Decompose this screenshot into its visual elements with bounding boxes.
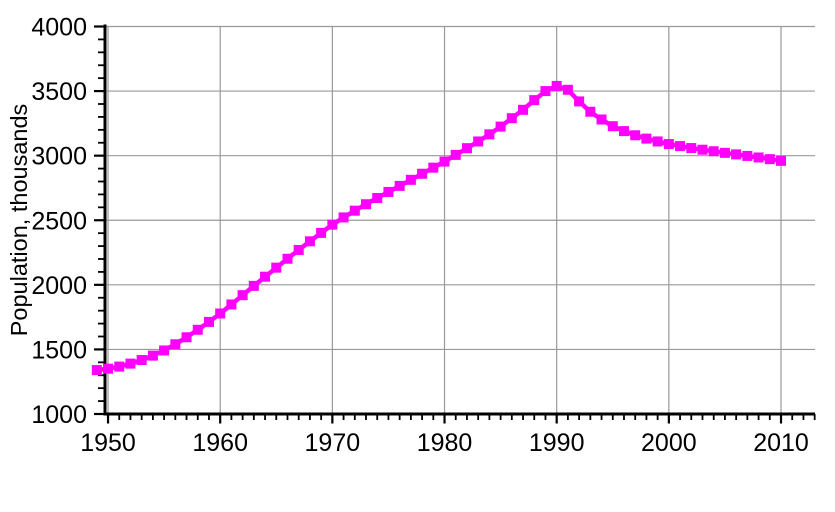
data-point-marker (215, 308, 226, 319)
y-tick-label: 1500 (31, 336, 87, 364)
x-tick-label: 2000 (641, 429, 697, 457)
y-tick-label: 4000 (31, 14, 87, 42)
data-point-marker (226, 299, 237, 310)
axis-tick-labels: 1000 1500 2000 2500 3000 3500 4000 1950 1960 1970… (31, 14, 808, 458)
data-point-marker (282, 253, 293, 264)
x-tick-label: 2010 (753, 429, 809, 457)
data-point-marker (742, 150, 753, 161)
data-point-marker (495, 121, 506, 132)
data-point-marker (327, 219, 338, 230)
data-point-marker (293, 244, 304, 255)
data-point-marker (260, 271, 271, 282)
data-point-marker (461, 143, 472, 154)
data-point-marker (304, 236, 315, 247)
data-point-marker (540, 86, 551, 97)
data-point-marker (562, 84, 573, 95)
y-axis-title: Population, thousands (6, 104, 32, 337)
data-point-marker (473, 136, 484, 147)
data-point-marker (349, 205, 360, 216)
data-point-marker (394, 180, 405, 191)
data-point-marker (686, 143, 697, 154)
gridlines (105, 25, 815, 415)
data-point-marker (372, 193, 383, 204)
data-point-marker (708, 146, 719, 157)
data-point-marker (663, 139, 674, 150)
data-point-marker (529, 95, 540, 106)
data-point-marker (237, 290, 248, 301)
data-point-marker (147, 350, 158, 361)
data-point-marker (405, 174, 416, 185)
data-point-marker (484, 129, 495, 140)
data-series-markers (91, 80, 787, 376)
data-point-marker (361, 199, 372, 210)
data-point-marker (618, 126, 629, 137)
data-point-marker (641, 133, 652, 144)
data-point-marker (125, 358, 136, 369)
x-tick-label: 1970 (305, 429, 361, 457)
data-point-marker (316, 227, 327, 238)
data-point-marker (574, 96, 585, 107)
data-point-marker (675, 141, 686, 152)
data-point-marker (417, 168, 428, 179)
data-point-marker (518, 104, 529, 115)
data-point-marker (439, 156, 450, 167)
data-point-marker (719, 147, 730, 158)
y-tick-label: 2500 (31, 207, 87, 235)
data-point-marker (103, 363, 114, 374)
data-point-marker (776, 155, 787, 166)
data-point-marker (551, 80, 562, 91)
data-point-marker (181, 332, 192, 343)
data-point-marker (753, 152, 764, 163)
data-point-marker (596, 114, 607, 125)
data-point-marker (136, 355, 147, 366)
x-tick-label: 1960 (192, 429, 248, 457)
data-point-marker (630, 130, 641, 141)
data-point-marker (585, 106, 596, 117)
data-point-marker (192, 324, 203, 335)
axis-ticks (94, 25, 816, 424)
data-point-marker (91, 365, 102, 376)
data-point-marker (607, 121, 618, 132)
data-point-marker (506, 113, 517, 124)
data-point-marker (170, 339, 181, 350)
y-tick-label: 1000 (31, 401, 87, 429)
data-point-marker (764, 154, 775, 165)
y-tick-label: 3000 (31, 143, 87, 171)
y-tick-label: 3500 (31, 78, 87, 106)
data-point-marker (271, 262, 282, 273)
x-tick-label: 1950 (80, 429, 136, 457)
data-point-marker (338, 212, 349, 223)
y-tick-label: 2000 (31, 272, 87, 300)
x-tick-label: 1980 (417, 429, 473, 457)
data-point-marker (203, 316, 214, 327)
data-point-marker (428, 162, 439, 173)
data-point-marker (652, 136, 663, 147)
data-point-marker (159, 345, 170, 356)
data-point-marker (450, 149, 461, 160)
data-point-marker (383, 186, 394, 197)
data-point-marker (731, 149, 742, 160)
data-point-marker (114, 361, 125, 372)
x-tick-label: 1990 (529, 429, 585, 457)
data-point-marker (697, 144, 708, 155)
data-point-marker (248, 280, 259, 291)
